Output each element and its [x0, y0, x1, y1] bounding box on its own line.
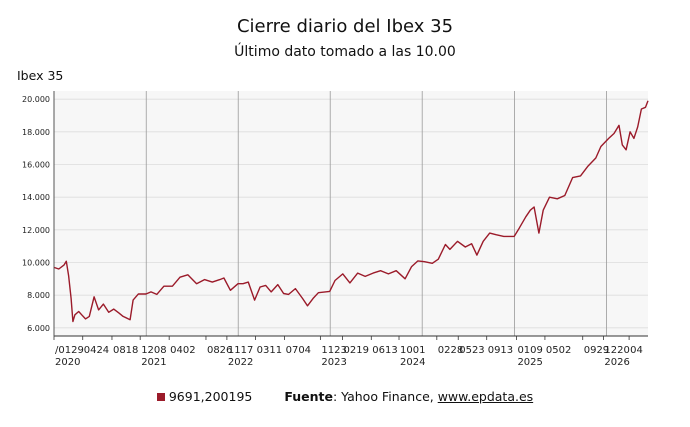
x-tick-label: 0523	[459, 345, 484, 356]
x-year-label: 2023	[321, 357, 346, 368]
plot-background	[54, 91, 648, 336]
chart-subtitle: Último dato tomado a las 10.00	[234, 44, 456, 60]
y-tick-label: 16.000	[22, 161, 50, 170]
x-year-label: 2021	[141, 357, 166, 368]
source-link[interactable]: www.epdata.es	[437, 389, 534, 404]
y-tick-label: 18.000	[22, 128, 50, 137]
x-tick-label: 0219	[344, 345, 369, 356]
x-tick-label: 0228	[438, 345, 463, 356]
legend-series-label: 9691,200195	[168, 389, 253, 404]
x-tick-label: 1117	[228, 345, 253, 356]
x-year-label: 2025	[517, 357, 542, 368]
source-text: : Yahoo Finance,	[332, 389, 438, 404]
legend: 9691,200195 Fuente: Yahoo Finance, www.e…	[0, 389, 690, 404]
x-tick-label: 0502	[546, 345, 571, 356]
x-tick-label: 1220	[604, 345, 629, 356]
line-chart: 6.000 8.000 10.000 12.000 14.000 16.000 18.000…	[22, 91, 649, 368]
x-tick-label: 0402	[170, 345, 195, 356]
x-tick-label: 0311	[257, 345, 282, 356]
x-tick-label: 0424	[84, 345, 109, 356]
y-tick-label: 20.000	[22, 95, 50, 104]
x-tick-label: 0613	[372, 345, 397, 356]
x-year-label: 2024	[400, 357, 425, 368]
chart-title: Cierre diario del Ibex 35	[236, 16, 454, 37]
source-label: Fuente	[284, 389, 333, 404]
x-tick-label: 1208	[141, 345, 166, 356]
legend-swatch	[156, 393, 165, 401]
y-tick-label: 12.000	[22, 226, 50, 235]
x-tick-label: 0929	[584, 345, 609, 356]
series-line	[54, 100, 649, 323]
y-tick-label: 14.000	[22, 193, 50, 202]
x-tick-label: 0826	[207, 345, 232, 356]
y-tick-label: 8.000	[27, 291, 50, 300]
x-tick-label: 04	[630, 345, 643, 356]
y-tick-label: 6.000	[27, 324, 50, 333]
x-tick-label: /0129	[55, 345, 84, 356]
x-tick-label: 0913	[488, 345, 513, 356]
y-axis-label: Ibex 35	[17, 68, 64, 83]
x-tick-label: 0818	[113, 345, 138, 356]
x-year-label: 2020	[55, 357, 80, 368]
x-year-label: 2026	[604, 357, 629, 368]
x-tick-label: 1001	[400, 345, 425, 356]
x-tick-label: 0704	[286, 345, 311, 356]
x-tick-label: 1123	[321, 345, 346, 356]
x-year-label: 2022	[228, 357, 253, 368]
x-tick-label: 0109	[517, 345, 542, 356]
y-tick-label: 10.000	[22, 259, 50, 268]
